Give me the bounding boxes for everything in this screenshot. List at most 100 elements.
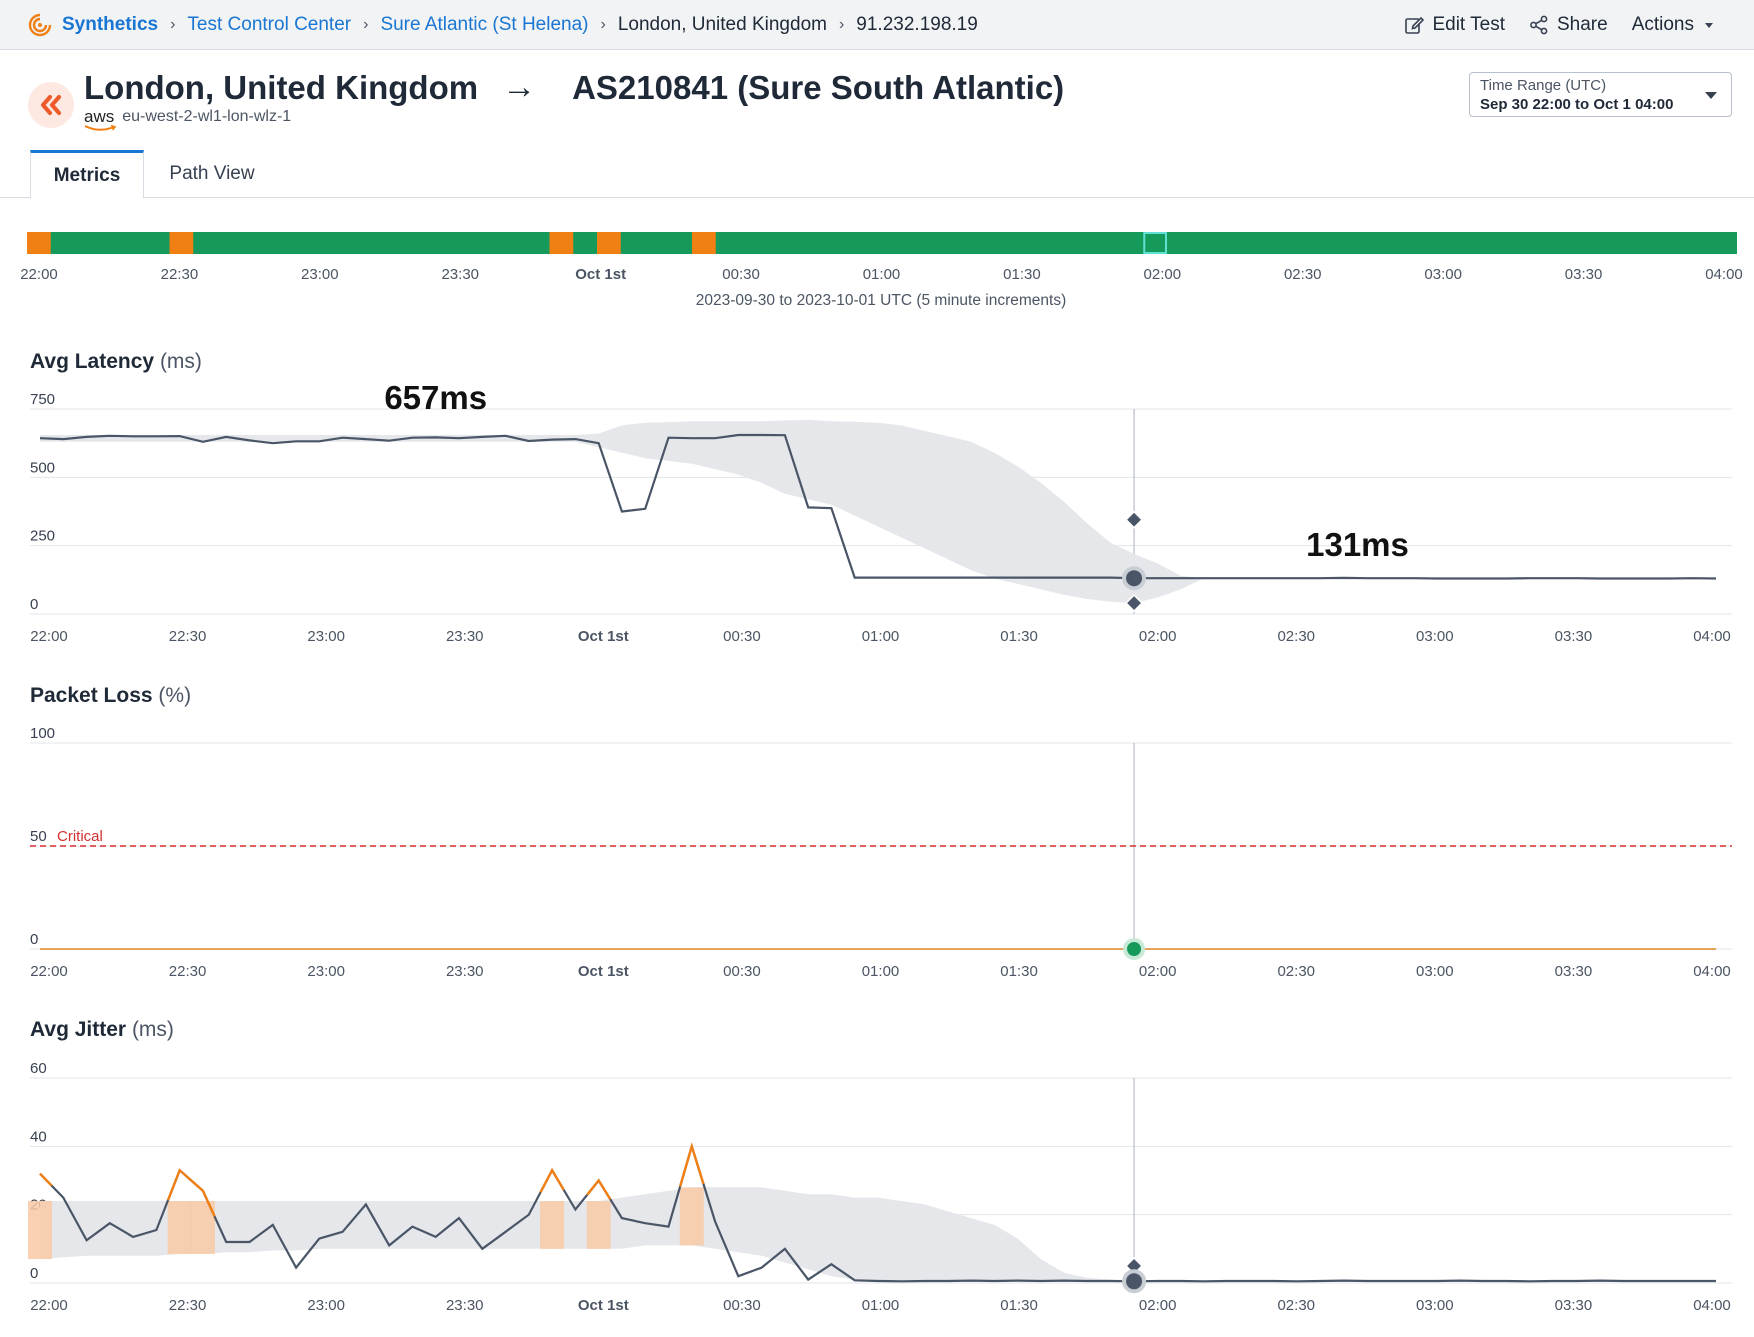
page-title: London, United Kingdom → AS210841 (Sure …: [84, 68, 1064, 107]
latency-series-line[interactable]: [39, 433, 1717, 580]
arrow-right-icon: →: [502, 68, 537, 106]
share-button[interactable]: Share: [1529, 14, 1608, 36]
timeline-tick-label: 23:30: [441, 266, 479, 283]
jitter-anomaly-highlight: [28, 1201, 52, 1260]
timeline-health-bar[interactable]: [27, 232, 1737, 254]
synthetics-logo-icon: [28, 13, 52, 36]
edit-test-button[interactable]: Edit Test: [1404, 14, 1505, 36]
timeline-tick-label: 03:30: [1565, 266, 1603, 283]
jitter-anomaly-highlight: [679, 1187, 704, 1246]
x-tick-label: 00:30: [723, 1297, 761, 1314]
chevron-right-icon: ›: [363, 15, 369, 33]
x-tick-label: 01:30: [1000, 963, 1038, 980]
x-tick-label: Oct 1st: [578, 1297, 629, 1314]
latency-value-annotation: 131ms: [1306, 526, 1409, 563]
timeline-tick-label: 01:30: [1003, 266, 1041, 283]
chevron-right-icon: ›: [838, 15, 845, 33]
y-tick-label: 0: [30, 596, 38, 613]
agent-subtitle: aws eu-west-2-wl1-lon-wlz-1: [84, 107, 291, 131]
source-agent-name: London, United Kingdom: [84, 68, 479, 106]
jitter-chart-title: Avg Jitter (ms): [30, 1018, 174, 1042]
x-tick-label: 03:30: [1555, 628, 1593, 645]
x-tick-label: 03:30: [1555, 963, 1593, 980]
y-tick-label: 60: [30, 1060, 47, 1077]
x-tick-label: 22:00: [30, 1297, 68, 1314]
breadcrumb-test-control-center[interactable]: Test Control Center: [187, 13, 352, 35]
x-tick-label: 01:00: [862, 963, 900, 980]
jitter-anomaly-segment[interactable]: [586, 1178, 612, 1200]
x-tick-label: 23:30: [446, 1297, 484, 1314]
x-tick-label: 04:00: [1693, 628, 1731, 645]
jitter-anomaly-highlight: [540, 1201, 565, 1249]
y-tick-label: 100: [30, 725, 55, 742]
breadcrumb-target-ip: 91.232.198.19: [856, 13, 978, 35]
latency-hover-marker[interactable]: [1122, 566, 1147, 591]
share-label: Share: [1556, 14, 1608, 35]
packet-loss-chart-title: Packet Loss (%): [30, 684, 191, 708]
packet-loss-hover-marker[interactable]: [1123, 938, 1146, 960]
breadcrumb-test[interactable]: Sure Atlantic (St Helena): [380, 13, 589, 35]
breadcrumb-synthetics[interactable]: Synthetics: [62, 13, 159, 35]
x-tick-label: 22:00: [30, 628, 68, 645]
aws-smile-icon: [84, 125, 117, 131]
timeline-tick-label: Oct 1st: [575, 266, 626, 283]
x-tick-label: 02:00: [1139, 628, 1177, 645]
timeline-alert-slot[interactable]: [549, 232, 574, 254]
caret-down-icon: [1705, 23, 1713, 28]
expected-range-band: [40, 419, 1716, 604]
y-tick-label: 0: [30, 1265, 38, 1282]
packet-loss-unit: (%): [158, 684, 192, 707]
agent-icon: [28, 82, 74, 128]
expected-range-band: [40, 1187, 1716, 1282]
x-tick-label: 01:00: [862, 1297, 900, 1314]
band-upper-marker-icon[interactable]: [1124, 510, 1144, 529]
x-tick-label: 23:00: [307, 628, 345, 645]
jitter-anomaly-segment[interactable]: [190, 1179, 216, 1217]
jitter-anomaly-segment[interactable]: [539, 1167, 565, 1194]
latency-unit: (ms): [159, 350, 202, 373]
aws-logo-text: aws: [84, 107, 115, 126]
edit-icon: [1405, 16, 1425, 34]
x-tick-label: Oct 1st: [578, 628, 629, 645]
packet-loss-title-text: Packet Loss: [30, 684, 153, 707]
jitter-anomaly-segment[interactable]: [39, 1172, 53, 1187]
x-tick-label: 22:30: [169, 1297, 207, 1314]
timeline-selected-slot[interactable]: [1143, 232, 1167, 254]
jitter-anomaly-segment[interactable]: [678, 1142, 705, 1187]
timeline-alert-slot[interactable]: [692, 232, 716, 254]
chevron-right-icon: ›: [600, 15, 606, 33]
jitter-anomaly-segment[interactable]: [166, 1168, 193, 1201]
latency-value-annotation: 657ms: [384, 379, 487, 416]
tab-metrics[interactable]: Metrics: [30, 150, 144, 199]
aws-logo: aws: [84, 107, 117, 131]
jitter-series-line[interactable]: [39, 1142, 1716, 1283]
timeline-alert-slot[interactable]: [27, 232, 51, 254]
x-tick-label: Oct 1st: [578, 963, 629, 980]
timeline-tick-label: 01:00: [863, 266, 901, 283]
x-tick-label: 00:30: [723, 963, 761, 980]
x-tick-label: 02:30: [1277, 963, 1315, 980]
tab-path-view[interactable]: Path View: [169, 163, 255, 184]
x-tick-label: 02:30: [1277, 1297, 1315, 1314]
actions-menu-button[interactable]: Actions: [1632, 14, 1720, 36]
y-tick-label: 40: [30, 1128, 47, 1145]
x-tick-label: 02:00: [1139, 963, 1177, 980]
timeline-alert-slot[interactable]: [169, 232, 194, 254]
edit-test-label: Edit Test: [1432, 14, 1505, 35]
caret-down-icon: [1705, 92, 1717, 99]
x-tick-label: 22:30: [169, 963, 207, 980]
x-tick-label: 23:00: [307, 963, 345, 980]
band-lower-marker-icon[interactable]: [1124, 594, 1144, 613]
target-name: AS210841 (Sure South Atlantic): [572, 68, 1065, 106]
actions-label: Actions: [1631, 14, 1694, 35]
x-tick-label: 02:30: [1277, 628, 1315, 645]
x-tick-label: 04:00: [1693, 963, 1731, 980]
jitter-hover-marker[interactable]: [1122, 1269, 1147, 1294]
y-tick-label: 500: [30, 459, 55, 476]
time-range-select[interactable]: Time Range (UTC) Sep 30 22:00 to Oct 1 0…: [1469, 72, 1732, 117]
timeline-caption: 2023-09-30 to 2023-10-01 UTC (5 minute i…: [696, 292, 1066, 309]
breadcrumb-agent: London, United Kingdom: [617, 13, 827, 35]
top-bar: Synthetics › Test Control Center › Sure …: [0, 0, 1754, 50]
timeline-alert-slot[interactable]: [597, 232, 621, 254]
